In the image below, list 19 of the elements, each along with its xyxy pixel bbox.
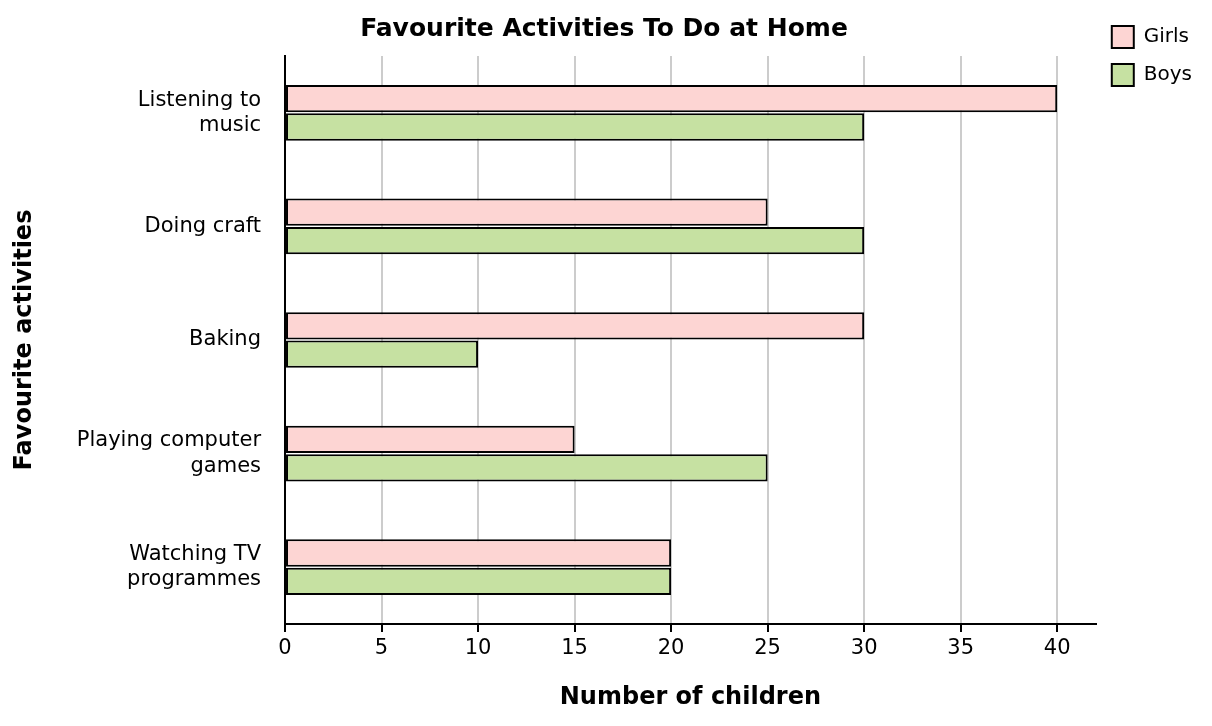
x-axis-title: Number of children — [559, 681, 822, 710]
x-tick-label: 15 — [561, 635, 588, 660]
y-tick-label: Listening to music — [137, 86, 262, 136]
legend-label: Boys — [1143, 61, 1193, 86]
x-tick-label: 40 — [1043, 635, 1071, 660]
y-tick-label: Watching TV programmes — [127, 541, 262, 591]
x-tick-label: 0 — [278, 635, 292, 660]
y-tick-label: Doing craft — [144, 212, 262, 237]
x-tick-label: 20 — [657, 635, 685, 660]
y-tick-label: Baking — [189, 326, 262, 351]
y-axis-title: Favourite activities — [8, 209, 37, 471]
chart-title: Favourite Activities To Do at Home — [360, 12, 848, 42]
x-tick-label: 25 — [754, 635, 781, 660]
x-tick-label: 30 — [850, 635, 878, 660]
x-tick-label: 10 — [464, 635, 492, 660]
x-tick-label: 5 — [374, 635, 389, 660]
y-tick-label: Playing computer games — [76, 427, 262, 477]
legend-label: Girls — [1143, 23, 1190, 48]
x-tick-label: 35 — [947, 635, 975, 660]
